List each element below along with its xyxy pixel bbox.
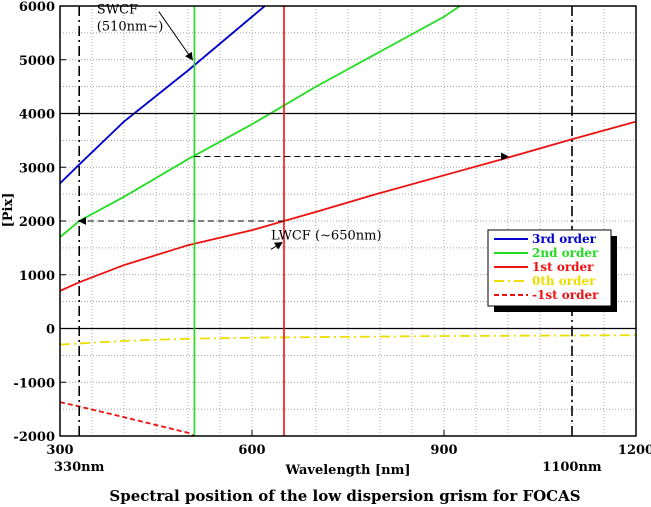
series-line--1st-order bbox=[59, 401, 195, 437]
series-line-0th-order bbox=[59, 334, 637, 346]
y-tick-label: 1000 bbox=[19, 269, 55, 284]
y-tick-label: 3000 bbox=[19, 161, 55, 176]
x-tick-label: 900 bbox=[430, 443, 457, 458]
vertical-line-label-330: 330nm bbox=[54, 460, 105, 475]
series-line-1st-order bbox=[59, 120, 637, 292]
y-tick-label: 4000 bbox=[19, 108, 55, 123]
reference-lines: 330nm 1100nm bbox=[54, 6, 636, 475]
annotation-arrow bbox=[270, 241, 283, 250]
legend-label: 0th order bbox=[532, 274, 596, 288]
annotation-label: LWCF (∼650nm) bbox=[271, 228, 382, 243]
x-tick-label: 600 bbox=[238, 443, 265, 458]
chart-title: Spectral position of the low dispersion … bbox=[109, 487, 580, 505]
x-axis-title: Wavelength [nm] bbox=[285, 463, 411, 478]
annotation-label: SWCF bbox=[97, 3, 138, 18]
y-tick-label: 5000 bbox=[19, 54, 55, 69]
series-line-3rd-order bbox=[59, 5, 266, 185]
annotations: SWCF (510nm∼) LWCF (∼650nm) bbox=[97, 3, 382, 250]
legend-label: 3rd order bbox=[532, 232, 597, 246]
series-line-2nd-order bbox=[59, 5, 461, 238]
y-tick-label: -2000 bbox=[13, 430, 55, 445]
y-tick-label: 6000 bbox=[19, 0, 55, 15]
legend-label: 2nd order bbox=[532, 246, 599, 260]
x-tick-label: 1200 bbox=[618, 443, 651, 458]
axis-ticks: 300 600 900 1200 -2000 -1000 0 1000 2000 3000 4000… bbox=[13, 0, 651, 458]
vertical-line-label-1100: 1100nm bbox=[542, 460, 602, 475]
y-tick-label: -1000 bbox=[13, 376, 55, 391]
annotation-arrow bbox=[158, 11, 193, 61]
grid bbox=[60, 6, 636, 436]
y-tick-label: 2000 bbox=[19, 215, 55, 230]
series-group bbox=[59, 5, 637, 437]
annotation-label: (510nm∼) bbox=[97, 20, 164, 35]
x-tick-label: 300 bbox=[46, 443, 73, 458]
y-tick-label: 0 bbox=[46, 323, 55, 338]
y-axis-title: [Pix] bbox=[1, 193, 16, 228]
legend-label: 1st order bbox=[532, 260, 594, 274]
legend-label: -1st order bbox=[532, 288, 599, 302]
